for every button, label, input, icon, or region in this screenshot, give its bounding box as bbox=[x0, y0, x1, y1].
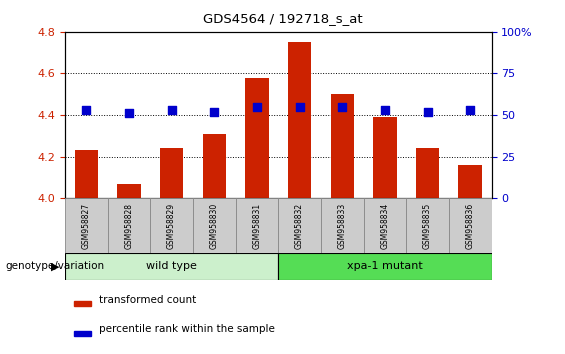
Text: GSM958835: GSM958835 bbox=[423, 202, 432, 249]
Bar bbox=[416, 148, 440, 198]
Bar bbox=[65, 253, 278, 280]
Bar bbox=[236, 198, 278, 253]
Bar bbox=[331, 94, 354, 198]
Bar bbox=[279, 198, 321, 253]
Text: GSM958836: GSM958836 bbox=[466, 202, 475, 249]
Text: GSM958831: GSM958831 bbox=[253, 202, 262, 249]
Text: GSM958828: GSM958828 bbox=[124, 202, 133, 249]
Bar bbox=[107, 198, 150, 253]
Point bbox=[124, 110, 133, 116]
Text: GSM958830: GSM958830 bbox=[210, 202, 219, 249]
Text: GSM958827: GSM958827 bbox=[82, 202, 91, 249]
Bar bbox=[458, 165, 482, 198]
Bar bbox=[279, 253, 492, 280]
Bar bbox=[373, 117, 397, 198]
Bar bbox=[193, 198, 236, 253]
Bar bbox=[245, 78, 269, 198]
Text: percentile rank within the sample: percentile rank within the sample bbox=[99, 324, 275, 335]
Text: GSM958833: GSM958833 bbox=[338, 202, 347, 249]
Point bbox=[380, 107, 389, 113]
Bar bbox=[65, 198, 107, 253]
Point bbox=[423, 109, 432, 115]
Point bbox=[295, 104, 304, 110]
Bar bbox=[406, 198, 449, 253]
Bar bbox=[449, 198, 492, 253]
Text: xpa-1 mutant: xpa-1 mutant bbox=[347, 261, 423, 272]
Bar bbox=[73, 301, 90, 307]
Bar bbox=[117, 184, 141, 198]
Text: genotype/variation: genotype/variation bbox=[6, 261, 105, 272]
Text: GSM958829: GSM958829 bbox=[167, 202, 176, 249]
Bar bbox=[364, 198, 406, 253]
Bar bbox=[150, 198, 193, 253]
Text: wild type: wild type bbox=[146, 261, 197, 272]
Text: ▶: ▶ bbox=[50, 261, 59, 272]
Point bbox=[82, 107, 91, 113]
Point bbox=[338, 104, 347, 110]
Point bbox=[466, 107, 475, 113]
Text: transformed count: transformed count bbox=[99, 295, 197, 305]
Bar bbox=[75, 150, 98, 198]
Point bbox=[167, 107, 176, 113]
Point bbox=[210, 109, 219, 115]
Bar bbox=[160, 148, 184, 198]
Text: GSM958832: GSM958832 bbox=[295, 202, 304, 249]
Point bbox=[253, 104, 262, 110]
Bar bbox=[288, 42, 311, 198]
Bar bbox=[321, 198, 364, 253]
Bar bbox=[73, 331, 90, 336]
Bar bbox=[202, 134, 226, 198]
Text: GSM958834: GSM958834 bbox=[380, 202, 389, 249]
Text: GDS4564 / 192718_s_at: GDS4564 / 192718_s_at bbox=[203, 12, 362, 25]
